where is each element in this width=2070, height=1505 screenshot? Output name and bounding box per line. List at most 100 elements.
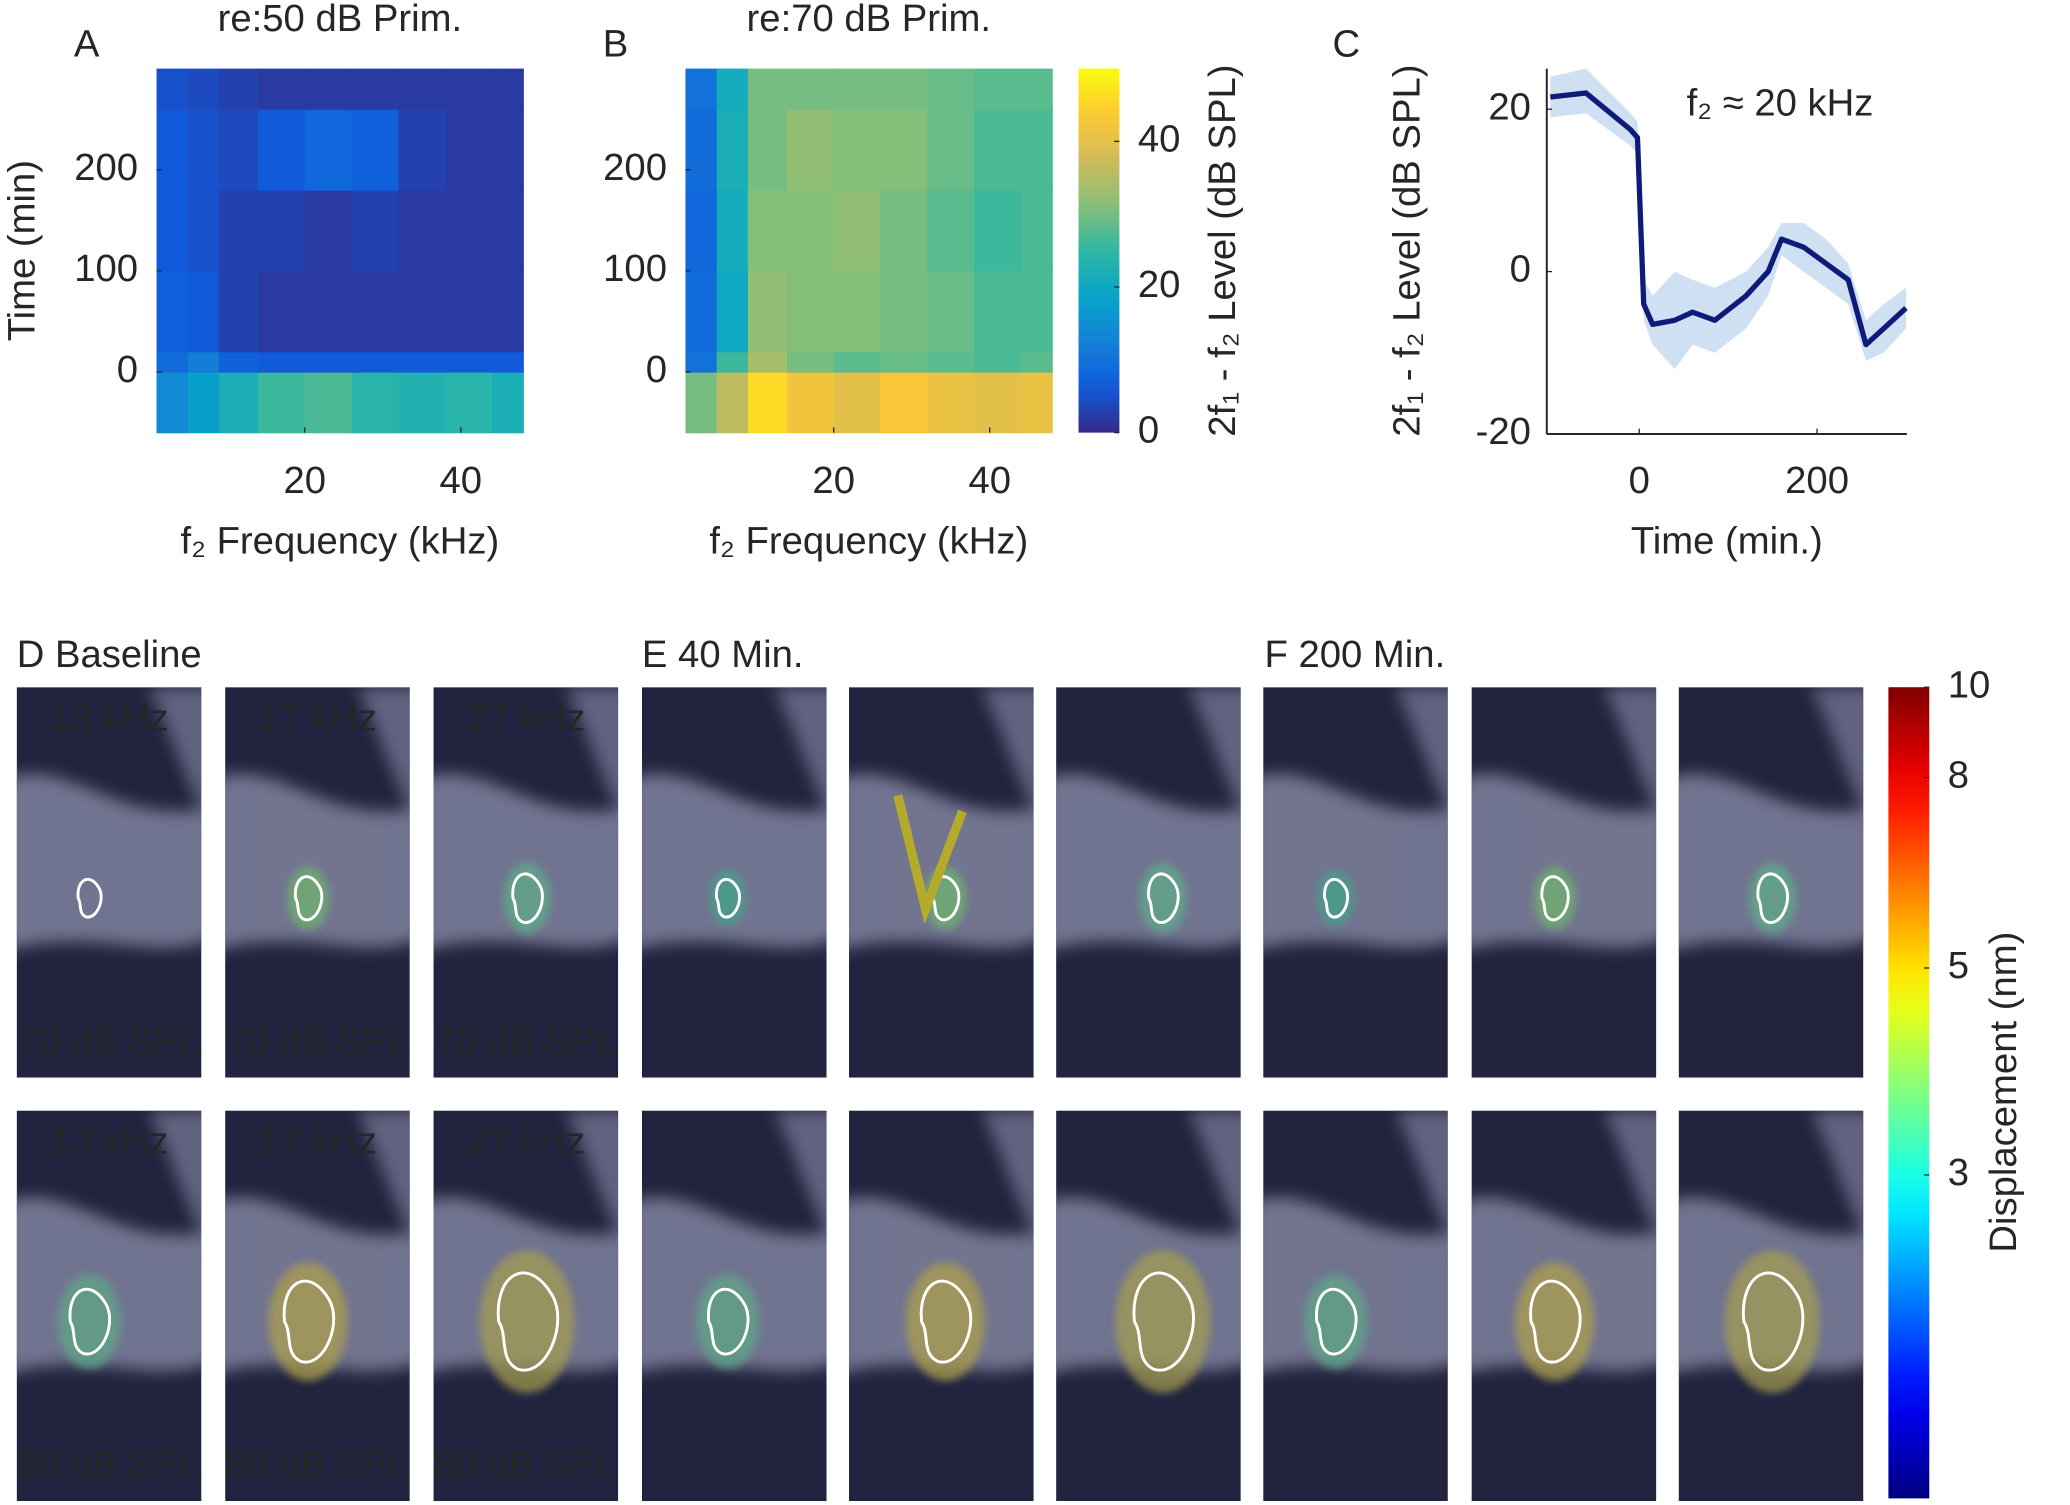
heatmap-cell	[685, 68, 718, 110]
heatmap-cell	[156, 371, 189, 434]
heatmap-cell	[304, 109, 353, 191]
heatmap-cell	[257, 351, 306, 373]
heatmap-cell	[716, 371, 749, 434]
y-tick-label: 0	[1510, 248, 1531, 291]
frequency-label: 17 kHz	[258, 696, 377, 739]
heatmap-cell	[351, 270, 400, 353]
heatmap-cell	[492, 270, 524, 353]
image-tile	[641, 687, 827, 1078]
colorbar-tick-label: 10	[1948, 663, 1991, 706]
heatmap-cell	[833, 371, 882, 434]
heatmap-cell	[880, 270, 928, 353]
tissue-edge	[565, 687, 619, 810]
y-tick-label: 0	[117, 348, 138, 391]
heatmap-cell	[304, 189, 353, 272]
heatmap-cell	[492, 189, 524, 272]
response-blob	[479, 1250, 575, 1393]
tissue-edge	[565, 1110, 619, 1233]
heatmap-cell	[927, 371, 975, 434]
heatmap-cell	[1020, 68, 1053, 110]
heatmap-cell	[492, 351, 524, 373]
heatmap-cell	[716, 351, 749, 373]
image-tile	[1056, 687, 1241, 1078]
tissue-edge	[148, 1110, 202, 1233]
image-tile: 13 kHz 80 dB SPL	[16, 1110, 202, 1502]
tissue-edge	[980, 687, 1034, 810]
colorbar	[1078, 68, 1120, 433]
panel-label: C	[1332, 22, 1360, 65]
heatmap-cell	[974, 270, 1022, 353]
contour	[511, 872, 544, 924]
marker-v	[893, 794, 967, 925]
y-tick-label: 20	[1488, 85, 1531, 128]
heatmap-cell	[156, 68, 189, 110]
tissue-edge	[1603, 687, 1657, 810]
heatmap-cell	[445, 270, 493, 353]
heatmap-cell	[304, 371, 353, 434]
heatmap-cell	[927, 270, 975, 353]
colorbar-tick-label: 0	[1138, 409, 1159, 452]
x-tick-label: 40	[968, 459, 1011, 502]
heatmap-cell	[833, 270, 882, 353]
heatmap-cell	[880, 371, 928, 434]
heatmap-cell	[445, 68, 493, 110]
contour	[1132, 1271, 1195, 1372]
frequency-label: 27 kHz	[466, 696, 585, 739]
y-axis-label: 2f₁ - f₂ Level (dB SPL)	[1386, 65, 1429, 437]
x-tick-label: 40	[440, 459, 483, 502]
heatmap-cell	[304, 351, 353, 373]
heatmap-cell	[974, 189, 1022, 272]
tissue-edge	[773, 687, 827, 810]
heatmap-cell	[747, 68, 788, 110]
heatmap-cell	[351, 109, 400, 191]
image-tile	[1471, 687, 1657, 1078]
level-label: 80 dB SPL	[226, 1443, 409, 1486]
heatmap-cell	[1020, 351, 1053, 373]
heatmap-cell	[927, 109, 975, 191]
heatmap-cell	[685, 270, 718, 353]
heatmap-cell	[747, 270, 788, 353]
image-tile	[849, 1110, 1034, 1502]
tissue-edge	[1188, 687, 1241, 810]
heatmap-cell	[747, 189, 788, 272]
frequency-label: 13 kHz	[50, 696, 169, 739]
heatmap-cell	[685, 351, 718, 373]
panel-title: re:70 dB Prim.	[747, 0, 991, 40]
contour	[282, 1279, 336, 1364]
heatmap-cell	[786, 351, 835, 373]
heatmap-cell	[187, 371, 220, 434]
tissue	[433, 774, 619, 948]
heatmap-cell	[398, 68, 446, 110]
tissue-edge	[148, 687, 202, 810]
tissue	[1471, 774, 1657, 948]
image-tile	[1471, 1110, 1657, 1502]
heatmap-cell	[351, 189, 400, 272]
colorbar-tick-label: 20	[1138, 263, 1181, 306]
image-tile: 13 kHz 70 dB SPL	[16, 687, 202, 1078]
heatmap-cell	[257, 270, 306, 353]
heatmap-cell	[880, 68, 928, 110]
image-tile	[1678, 687, 1864, 1078]
contour	[1529, 1279, 1582, 1364]
x-axis-label: f₂ Frequency (kHz)	[709, 520, 1028, 563]
heatmap-cell	[156, 351, 189, 373]
heatmap-cell	[833, 109, 882, 191]
level-label: 80 dB SPL	[434, 1443, 617, 1486]
heatmap-cell	[218, 371, 259, 434]
heatmap-cell	[716, 68, 749, 110]
heatmap-cell	[156, 189, 189, 272]
heatmap-cell	[398, 189, 446, 272]
y-tick-label: 200	[603, 146, 667, 189]
contour	[294, 875, 324, 922]
contour	[1147, 872, 1180, 924]
heatmap-cell	[716, 109, 749, 191]
image-tile: 27 kHz 80 dB SPL	[433, 1110, 619, 1502]
heatmap-cell	[257, 68, 306, 110]
y-axis-label: Time (min)	[1, 160, 44, 341]
annotation: f₂ ≈ 20 kHz	[1687, 82, 1874, 125]
panel-title: re:50 dB Prim.	[218, 0, 462, 40]
heatmap-cell	[786, 189, 835, 272]
y-tick-label: 100	[603, 247, 667, 290]
heatmap-cell	[257, 371, 306, 434]
heatmap-cell	[445, 189, 493, 272]
